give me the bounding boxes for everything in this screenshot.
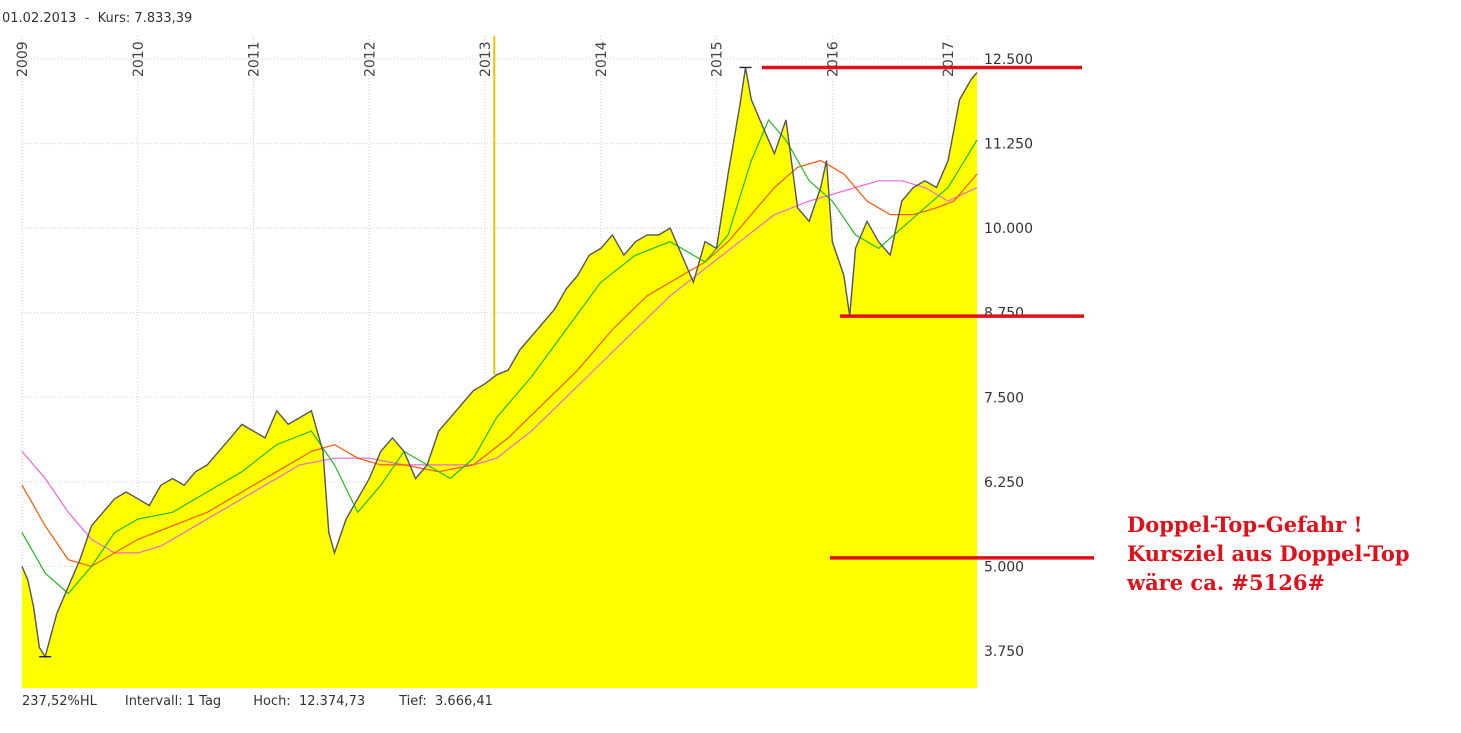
y-tick-label: 8.750 (984, 306, 1024, 322)
y-tick-label: 12.500 (984, 52, 1033, 68)
x-tick-label: 2012 (362, 41, 378, 77)
chart-header: 01.02.2013 - Kurs: 7.833,39 (2, 11, 192, 26)
x-tick-label: 2009 (15, 41, 31, 77)
series-line-price (21, 67, 978, 659)
annotation-lines (762, 65, 1094, 560)
y-tick-label: 5.000 (984, 559, 1024, 575)
chart-layers (21, 36, 978, 688)
series-line-ma_short (21, 118, 978, 595)
y-tick-label: 7.500 (984, 390, 1024, 406)
x-tick-label: 2016 (825, 41, 841, 77)
chart-footer: 237,52%HL Intervall: 1 Tag Hoch: 12.374,… (22, 694, 493, 709)
y-tick-label: 11.250 (984, 137, 1033, 153)
y-tick-label: 3.750 (984, 644, 1024, 660)
footer-interval: Intervall: 1 Tag (124, 694, 222, 709)
footer-low: Tief: 3.666,41 (399, 694, 493, 709)
annotation-line-3: wäre ca. #5126# (1127, 570, 1326, 595)
x-tick-label: 2017 (941, 41, 957, 77)
footer-range: 237,52%HL (22, 694, 97, 709)
annotation-line-2: Kursziel aus Doppel-Top (1127, 541, 1410, 566)
x-axis-labels: 2009 2010 2011 2012 2013 2014 2015 2016 2017 (15, 41, 957, 77)
x-tick-label: 2011 (247, 41, 263, 77)
x-tick-label: 2015 (710, 41, 726, 77)
header-separator: - (84, 11, 90, 26)
price-area (22, 67, 977, 688)
y-tick-label: 10.000 (984, 221, 1033, 237)
y-tick-label: 6.250 (984, 475, 1024, 491)
series-line-ma_long (21, 180, 978, 554)
x-tick-label: 2014 (594, 41, 610, 77)
x-tick-label: 2013 (478, 41, 494, 77)
annotation-text: Doppel-Top-Gefahr ! Kursziel aus Doppel-… (1127, 510, 1410, 597)
series-line-ma_mid (21, 159, 978, 568)
header-price: Kurs: 7.833,39 (97, 11, 193, 26)
x-tick-label: 2010 (131, 41, 147, 77)
footer-high: Hoch: 12.374,73 (253, 694, 366, 709)
y-axis-labels: 12.500 11.250 10.000 8.750 7.500 6.250 5.000 3.… (984, 52, 1033, 660)
annotation-line-1: Doppel-Top-Gefahr ! (1127, 512, 1363, 537)
header-date: 01.02.2013 (2, 11, 77, 26)
